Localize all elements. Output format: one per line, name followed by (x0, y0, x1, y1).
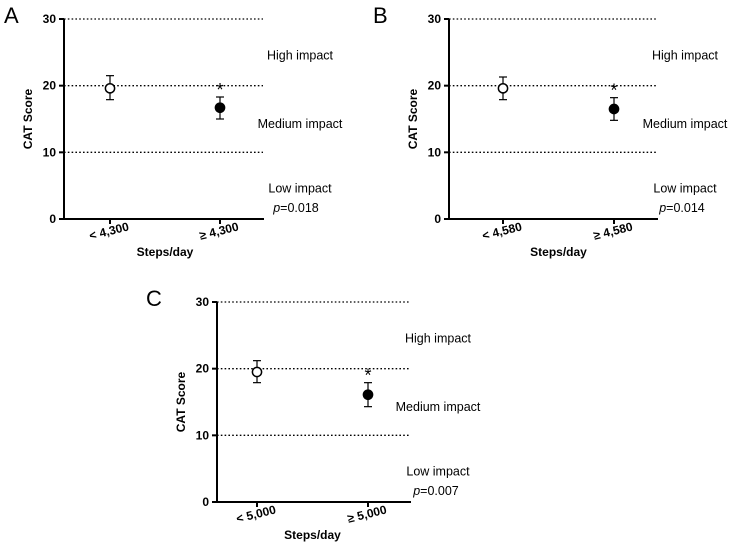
y-tick-label: 30 (196, 295, 210, 309)
y-tick-label: 0 (202, 495, 209, 509)
y-tick-label: 0 (434, 212, 441, 226)
x-axis-title: Steps/day (530, 245, 587, 259)
p-symbol: p (412, 484, 420, 498)
x-tick-label: ≥ 5,000 (346, 502, 388, 525)
y-tick-label: 30 (43, 12, 57, 26)
significance-star: * (364, 366, 371, 386)
x-tick-label: ≥ 4,300 (198, 219, 240, 242)
y-tick-label: 10 (428, 145, 442, 159)
y-tick-label: 10 (196, 428, 210, 442)
y-tick-label: 20 (196, 362, 210, 376)
p-value-label: p=0.014 (658, 201, 705, 215)
impact-label: Low impact (406, 465, 470, 479)
y-tick-label: 20 (428, 79, 442, 93)
impact-label: Medium impact (396, 400, 481, 414)
data-point-filled (608, 103, 620, 115)
data-point-open (497, 82, 509, 94)
impact-label: Medium impact (258, 117, 343, 131)
x-tick-label: < 4,300 (88, 219, 131, 242)
significance-star: * (216, 80, 223, 100)
y-tick-label: 20 (43, 79, 57, 93)
y-axis-title: CAT Score (21, 88, 35, 149)
x-tick-label: < 4,580 (481, 219, 524, 242)
data-point-filled (362, 389, 374, 401)
panel-label: A (4, 3, 19, 28)
y-tick-label: 10 (43, 145, 57, 159)
panel-label: B (373, 3, 388, 28)
x-tick-label: < 5,000 (235, 502, 278, 525)
impact-label: Low impact (268, 182, 332, 196)
y-tick-label: 30 (428, 12, 442, 26)
data-point-open (251, 366, 263, 378)
x-axis-title: Steps/day (137, 245, 194, 259)
impact-label: High impact (652, 48, 719, 62)
data-point-filled (214, 102, 226, 114)
y-axis-title: CAT Score (174, 371, 188, 432)
chart-panel-c: C 0 10 20 30 CAT Score < 5,000 ≥ 5,000 Steps/day… (146, 286, 481, 542)
impact-label: High impact (405, 331, 472, 345)
p-value: =0.014 (666, 201, 705, 215)
data-point-open (104, 82, 116, 94)
x-axis-title: Steps/day (284, 528, 341, 542)
panel-label: C (146, 286, 162, 311)
p-value-label: p=0.018 (272, 201, 319, 215)
impact-label: Medium impact (643, 117, 728, 131)
significance-star: * (610, 81, 617, 101)
impact-label: High impact (267, 48, 334, 62)
x-tick-label: ≥ 4,580 (592, 219, 634, 242)
y-axis-title: CAT Score (406, 88, 420, 149)
chart-panel-a: A 0 10 20 30 CAT Score < 4,300 ≥ 4,300 Steps/day… (4, 3, 343, 259)
p-value-label: p=0.007 (412, 484, 459, 498)
p-value: =0.018 (280, 201, 319, 215)
p-symbol: p (658, 201, 666, 215)
p-symbol: p (272, 201, 280, 215)
p-value: =0.007 (420, 484, 459, 498)
impact-label: Low impact (653, 182, 717, 196)
y-tick-label: 0 (49, 212, 56, 226)
chart-panel-b: B 0 10 20 30 CAT Score < 4,580 ≥ 4,580 Steps/day… (373, 3, 728, 259)
